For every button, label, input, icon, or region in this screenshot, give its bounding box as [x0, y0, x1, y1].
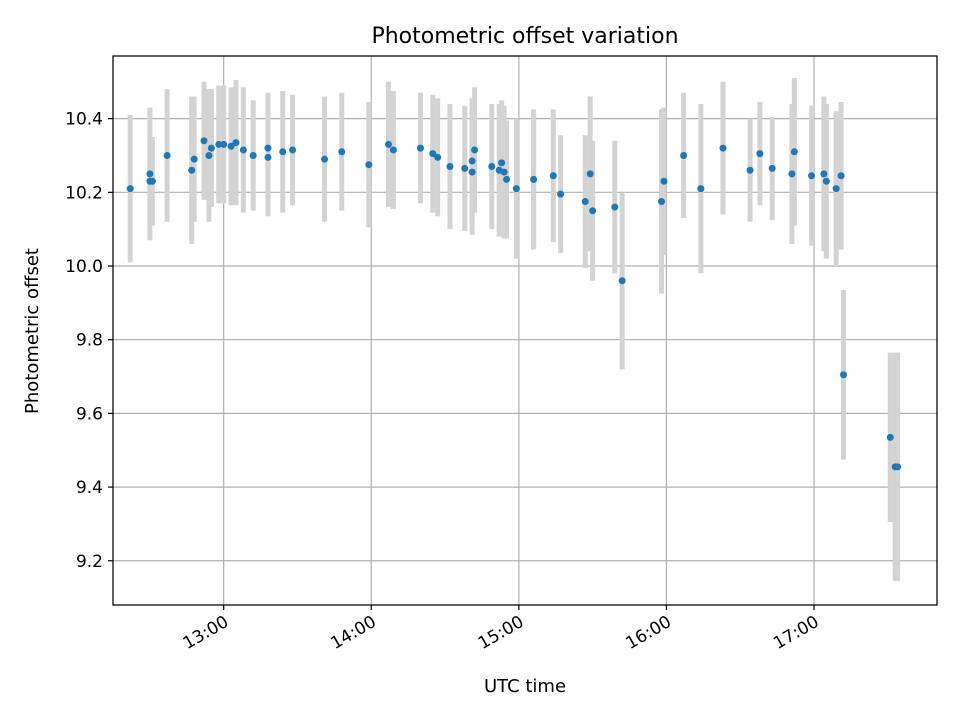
data-point [289, 146, 297, 154]
data-point [788, 170, 796, 178]
data-point [894, 463, 902, 471]
data-point [190, 155, 198, 163]
data-point [227, 142, 235, 150]
data-point [500, 168, 508, 176]
y-tick-label: 9.8 [76, 331, 103, 351]
data-point [264, 144, 272, 152]
data-point [746, 166, 754, 174]
data-point [207, 144, 215, 152]
data-point [220, 140, 228, 148]
data-point [232, 139, 240, 147]
data-point [365, 161, 373, 169]
data-point [557, 190, 565, 198]
data-point [820, 170, 828, 178]
y-tick-label: 9.6 [76, 404, 103, 424]
data-point [581, 198, 589, 206]
data-point [498, 159, 506, 167]
data-point [660, 177, 668, 185]
data-point [205, 151, 213, 159]
data-point [840, 371, 848, 379]
data-point [468, 168, 476, 176]
data-point [886, 433, 894, 441]
y-axis-label: Photometric offset [22, 248, 43, 414]
x-axis-label: UTC time [484, 676, 566, 697]
y-tick-label: 9.4 [76, 478, 103, 498]
data-point [503, 175, 511, 183]
data-point [434, 153, 442, 161]
data-point [618, 277, 626, 285]
data-point [719, 144, 727, 152]
data-point [658, 198, 666, 206]
data-point [338, 148, 346, 156]
data-point [549, 172, 557, 180]
data-point [239, 146, 247, 154]
data-point [680, 151, 688, 159]
data-point [768, 164, 776, 172]
data-point [461, 164, 469, 172]
data-point [429, 150, 437, 158]
y-tick-label: 10.4 [65, 110, 103, 130]
y-tick-label: 10.2 [65, 183, 103, 203]
data-point [832, 185, 840, 193]
data-point [837, 172, 845, 180]
data-point [146, 170, 154, 178]
data-point [697, 185, 705, 193]
data-point [389, 146, 397, 154]
data-point [611, 203, 619, 211]
data-point [279, 148, 287, 156]
data-point [249, 151, 257, 159]
data-point [321, 155, 329, 163]
y-tick-label: 9.2 [76, 552, 103, 572]
data-point [215, 140, 223, 148]
plot-frame [112, 55, 938, 606]
data-point [126, 185, 134, 193]
data-point [163, 151, 171, 159]
data-point [446, 163, 454, 171]
data-point [530, 175, 538, 183]
data-point [589, 207, 597, 215]
data-point [264, 153, 272, 161]
data-point [822, 177, 830, 185]
chart-title: Photometric offset variation [371, 24, 678, 49]
data-point [384, 140, 392, 148]
data-point [808, 172, 816, 180]
data-point [790, 148, 798, 156]
data-point [586, 170, 594, 178]
data-point [471, 146, 479, 154]
data-point [188, 166, 196, 174]
data-point [512, 185, 520, 193]
data-point [488, 163, 496, 171]
data-point [148, 177, 156, 185]
data-point [468, 157, 476, 165]
data-point [200, 137, 208, 145]
data-point [416, 144, 424, 152]
data-points [126, 137, 902, 471]
data-point [756, 150, 764, 158]
y-tick-label: 10.0 [65, 257, 103, 277]
